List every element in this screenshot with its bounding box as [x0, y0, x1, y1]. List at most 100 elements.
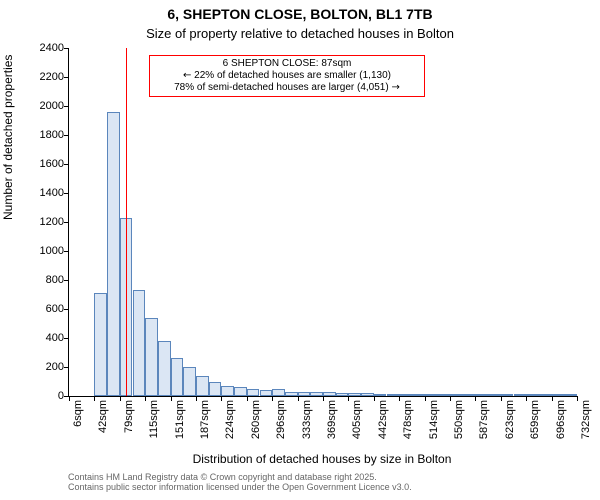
attribution-line1: Contains HM Land Registry data © Crown c…	[68, 472, 412, 482]
x-tick-label: 42sqm	[97, 400, 109, 433]
y-axis-label: Number of detached properties	[1, 55, 15, 220]
histogram-bar	[437, 394, 450, 396]
y-tick-label: 1000	[40, 245, 64, 257]
histogram-bar	[94, 293, 107, 396]
histogram-bar	[272, 389, 285, 396]
x-tick-label: 79sqm	[123, 400, 135, 433]
y-tick-label: 2200	[40, 71, 64, 83]
x-tick-mark	[69, 396, 70, 401]
arrow-right-icon: →	[391, 82, 399, 93]
y-tick-label: 0	[58, 390, 64, 402]
histogram-bar	[361, 393, 374, 396]
x-tick-mark	[323, 396, 324, 401]
histogram-bar	[158, 341, 171, 396]
x-tick-label: 696sqm	[555, 400, 567, 439]
chart-title: 6, SHEPTON CLOSE, BOLTON, BL1 7TB	[0, 6, 600, 22]
annotation-line1: 6 SHEPTON CLOSE: 87sqm	[154, 58, 420, 70]
annotation-box: 6 SHEPTON CLOSE: 87sqm← 22% of detached …	[149, 55, 425, 97]
y-tick-label: 1600	[40, 158, 64, 170]
histogram-bar	[285, 392, 298, 396]
x-tick-mark	[145, 396, 146, 401]
x-tick-label: 260sqm	[250, 400, 262, 439]
histogram-bar	[552, 394, 565, 396]
x-tick-label: 224sqm	[224, 400, 236, 439]
x-tick-mark	[552, 396, 553, 401]
histogram-bar	[298, 392, 311, 396]
histogram-bar	[412, 394, 425, 396]
x-tick-mark	[526, 396, 527, 401]
histogram-bar	[564, 394, 577, 396]
x-tick-mark	[298, 396, 299, 401]
x-tick-mark	[348, 396, 349, 401]
annotation-line2: ← 22% of detached houses are smaller (1,…	[154, 70, 420, 82]
y-tick-mark	[64, 77, 69, 78]
reference-line	[126, 48, 127, 396]
histogram-bar	[209, 382, 222, 397]
y-tick-label: 1200	[40, 216, 64, 228]
annotation-line3: 78% of semi-detached houses are larger (…	[154, 82, 420, 94]
y-tick-label: 1400	[40, 187, 64, 199]
x-tick-label: 732sqm	[580, 400, 592, 439]
histogram-bar	[145, 318, 158, 396]
x-tick-mark	[196, 396, 197, 401]
x-tick-mark	[577, 396, 578, 401]
x-tick-mark	[501, 396, 502, 401]
histogram-bar	[196, 376, 209, 396]
histogram-bar	[183, 367, 196, 396]
y-tick-label: 800	[46, 274, 64, 286]
histogram-bar	[425, 394, 438, 396]
y-tick-label: 400	[46, 332, 64, 344]
x-tick-label: 296sqm	[275, 400, 287, 439]
x-tick-label: 333sqm	[301, 400, 313, 439]
y-tick-label: 2000	[40, 100, 64, 112]
histogram-bar	[463, 394, 476, 396]
y-tick-mark	[64, 280, 69, 281]
histogram-bar	[475, 394, 488, 396]
x-tick-label: 6sqm	[72, 400, 84, 427]
y-tick-mark	[64, 367, 69, 368]
histogram-bar	[133, 290, 146, 396]
y-tick-mark	[64, 48, 69, 49]
x-tick-mark	[120, 396, 121, 401]
x-tick-label: 659sqm	[529, 400, 541, 439]
y-tick-label: 600	[46, 303, 64, 315]
x-tick-mark	[272, 396, 273, 401]
histogram-bar	[539, 394, 552, 396]
histogram-bar	[526, 394, 539, 396]
x-tick-label: 442sqm	[377, 400, 389, 439]
histogram-bar	[488, 394, 501, 396]
histogram-bar	[260, 390, 273, 396]
histogram-bar	[234, 387, 247, 396]
histogram-bar	[221, 386, 234, 396]
x-tick-mark	[425, 396, 426, 401]
x-tick-mark	[374, 396, 375, 401]
y-tick-mark	[64, 193, 69, 194]
histogram-bar	[514, 394, 527, 396]
x-tick-mark	[399, 396, 400, 401]
histogram-bar	[323, 392, 336, 396]
x-tick-label: 405sqm	[351, 400, 363, 439]
x-axis-label: Distribution of detached houses by size …	[68, 452, 576, 466]
x-tick-label: 587sqm	[478, 400, 490, 439]
histogram-bar	[310, 392, 323, 396]
chart-subtitle: Size of property relative to detached ho…	[0, 26, 600, 41]
y-tick-mark	[64, 164, 69, 165]
y-tick-mark	[64, 251, 69, 252]
x-tick-mark	[475, 396, 476, 401]
attribution-line2: Contains public sector information licen…	[68, 482, 412, 492]
x-tick-label: 478sqm	[402, 400, 414, 439]
x-tick-mark	[450, 396, 451, 401]
x-tick-mark	[171, 396, 172, 401]
histogram-bar	[374, 394, 387, 396]
y-tick-label: 2400	[40, 42, 64, 54]
y-tick-mark	[64, 309, 69, 310]
histogram-bar	[336, 393, 349, 396]
y-tick-mark	[64, 135, 69, 136]
y-tick-label: 200	[46, 361, 64, 373]
y-tick-mark	[64, 222, 69, 223]
x-tick-label: 151sqm	[174, 400, 186, 439]
arrow-left-icon: ←	[183, 70, 191, 81]
y-tick-mark	[64, 338, 69, 339]
histogram-bar	[399, 394, 412, 396]
x-tick-label: 115sqm	[148, 400, 160, 438]
